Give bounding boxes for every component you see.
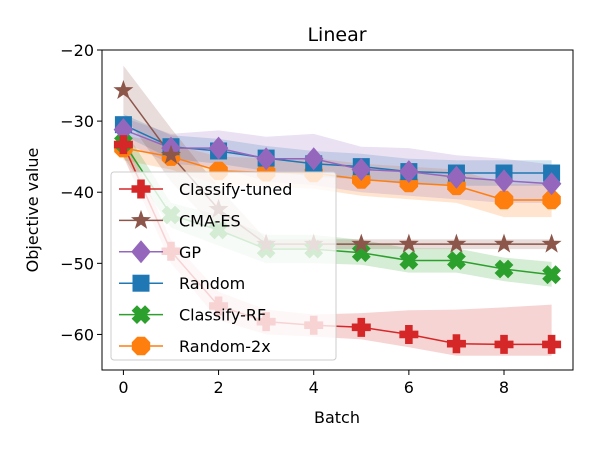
classify-rf-point [447,251,466,270]
classify-tuned-point [113,135,133,155]
y-tick-label: −50 [60,254,94,273]
gp-point [446,165,467,189]
legend-marker-cma-es [131,209,151,229]
classify-rf-point [399,251,419,270]
gp-band [123,117,552,203]
classify-rf-point [494,259,514,279]
classify-tuned-point [494,334,514,354]
y-axis-label: Objective value [23,148,42,273]
legend-box [110,171,337,361]
legend-marker-random-2x [131,336,151,356]
cma-es-point [398,233,419,253]
random-2x-point [542,190,561,210]
classify-rf-point [542,265,561,285]
y-axis-ticks: −60 −50 −40 −30 −20 [60,41,102,344]
legend-marker-classify-rf [131,305,151,325]
legend: Classify-tuned CMA-ES GP Random Classify-RF R… [110,171,337,361]
cma-es-point [541,233,562,253]
gp-point [113,118,134,142]
y-tick-label: −20 [60,41,94,60]
gp-point [494,169,514,193]
gp-point [303,147,324,171]
random-band [123,114,552,186]
x-tick-label: 4 [309,378,319,397]
classify-tuned-point [399,324,419,344]
gp-point [399,160,419,184]
legend-label-random: Random [179,274,245,293]
legend-marker-gp [131,240,151,264]
x-tick-label: 8 [499,378,509,397]
y-tick-label: −40 [60,183,94,202]
plot-frame [101,49,574,371]
x-tick-label: 6 [404,378,414,397]
classify-tuned-point [446,334,466,354]
random-2x-line [123,147,552,201]
gp-point [256,147,276,171]
legend-marker-random [132,274,150,292]
classify-tuned-point [542,334,562,354]
gp-point [208,136,229,160]
y-tick-label: −60 [60,325,94,344]
legend-label-gp: GP [179,243,201,262]
x-axis-ticks: 0 2 4 6 8 [118,370,509,397]
x-tick-label: 0 [118,378,128,397]
legend-label-classify-rf: Classify-RF [179,306,266,325]
gp-line [123,128,552,185]
gp-point [351,157,372,181]
legend-label-classify-tuned: Classify-tuned [179,180,292,199]
y-tick-label: −30 [60,112,94,131]
gp-point [541,172,562,196]
legend-label-cma-es: CMA-ES [179,211,241,230]
cma-es-point [494,233,514,253]
x-tick-label: 2 [213,378,223,397]
cma-es-point [113,80,134,99]
random-2x-point [494,190,514,210]
x-axis-label: Batch [314,408,360,427]
chart-title: Linear [307,24,366,46]
cma-es-point [351,233,372,253]
legend-label-random-2x: Random-2x [179,337,271,356]
classify-tuned-point [351,317,371,337]
legend-marker-classify-tuned [131,179,151,199]
cma-es-point [161,144,181,164]
cma-es-point [446,233,467,253]
